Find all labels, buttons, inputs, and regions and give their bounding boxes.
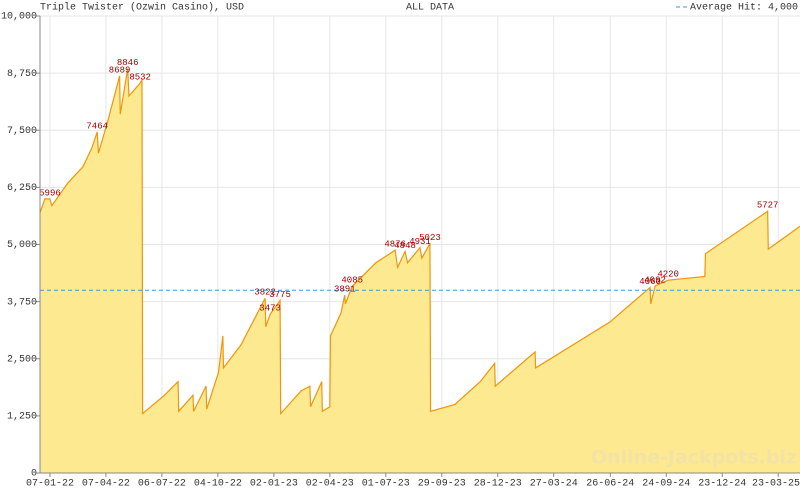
peak-label: 4060 (639, 277, 661, 287)
peak-label: 3775 (269, 290, 291, 300)
y-tick-label: 5,000 (7, 240, 37, 251)
peak-label: 4848 (394, 241, 416, 251)
x-tick-label: 02-04-23 (306, 479, 354, 490)
y-tick-label: 2,500 (7, 354, 37, 365)
peak-label: 5023 (419, 233, 441, 243)
x-tick-label: 23-03-25 (752, 479, 800, 490)
x-tick-label: 24-09-24 (642, 479, 690, 490)
x-tick-label: 04-10-22 (194, 479, 242, 490)
peak-label: 4876 (384, 240, 406, 250)
peak-label: 3822 (254, 288, 276, 298)
peak-label: 4220 (657, 270, 679, 280)
peak-label: 4931 (409, 237, 431, 247)
x-tick-label: 27-03-24 (530, 479, 578, 490)
peak-label: 4085 (341, 276, 363, 286)
peak-label: 5727 (757, 201, 779, 211)
y-tick-label: 0 (31, 469, 37, 480)
x-tick-label: 07-01-22 (26, 479, 74, 490)
watermark: Online-Jackpots.biz (591, 447, 797, 469)
peak-label: 3473 (259, 304, 281, 314)
x-tick-label: 29-09-23 (418, 479, 466, 490)
peak-label: 4092 (644, 275, 666, 285)
y-tick-label: 8,750 (7, 69, 37, 80)
peak-label: 5996 (39, 188, 61, 198)
chart-subtitle: ALL DATA (406, 3, 454, 14)
peak-label: 3891 (334, 285, 356, 295)
x-tick-label: 28-12-23 (474, 479, 522, 490)
x-tick-label: 26-06-24 (586, 479, 634, 490)
y-tick-label: 10,000 (1, 12, 37, 23)
x-tick-label: 01-07-23 (362, 479, 410, 490)
x-tick-label: 07-04-22 (82, 479, 130, 490)
x-tick-label: 23-12-24 (698, 479, 746, 490)
y-tick-label: 6,250 (7, 183, 37, 194)
peak-label: 8532 (129, 72, 151, 82)
area (40, 68, 800, 474)
legend-label: Average Hit: 4,000 (690, 2, 798, 14)
peak-label: 7464 (86, 121, 108, 131)
peak-label: 8846 (117, 58, 139, 68)
x-tick-label: 02-01-23 (250, 479, 298, 490)
peak-label: 8689 (109, 65, 131, 75)
y-tick-label: 7,500 (7, 126, 37, 137)
y-tick-label: 3,750 (7, 297, 37, 308)
y-tick-label: 1,250 (7, 412, 37, 423)
line (39, 68, 800, 416)
x-tick-label: 06-07-22 (138, 479, 186, 490)
chart-title: Triple Twister (Ozwin Casino), USD (40, 2, 244, 14)
